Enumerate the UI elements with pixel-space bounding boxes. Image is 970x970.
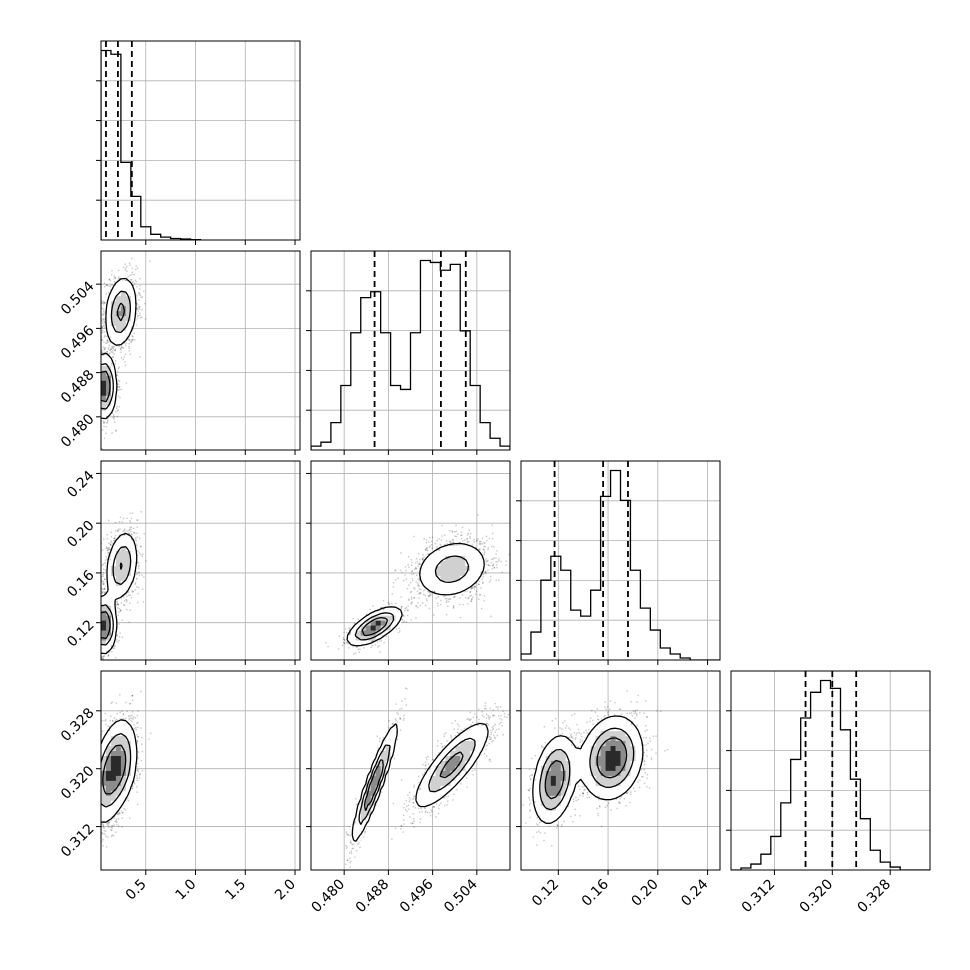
scatter-points xyxy=(101,257,151,450)
histogram-panel-0 xyxy=(96,40,301,245)
scatter-panel-1-3: 0.480 0.488 0.496 0.504 xyxy=(306,670,511,916)
panel-content xyxy=(101,461,300,660)
histogram-0 xyxy=(101,49,202,240)
y-tick-label: 0.328 xyxy=(58,705,98,745)
contour-line xyxy=(101,302,126,403)
histogram-panel-2 xyxy=(516,460,721,665)
contour-line xyxy=(354,555,470,641)
x-tick-label: 0.320 xyxy=(797,876,837,916)
x-tick-label: 0.12 xyxy=(529,876,562,909)
x-tick-label: 1.5 xyxy=(222,876,249,903)
density-contours xyxy=(101,277,137,420)
histogram-panel-3: 0.312 0.320 0.328 xyxy=(726,670,931,916)
density-fill xyxy=(101,280,137,421)
y-tick-label: 0.12 xyxy=(64,617,97,650)
y-tick-label: 0.496 xyxy=(58,323,98,363)
y-tick-label: 0.480 xyxy=(58,411,98,451)
x-tick-label: 0.312 xyxy=(739,876,779,916)
x-tick-label: 0.5 xyxy=(123,876,150,903)
x-tick-label: 0.20 xyxy=(628,876,661,909)
panel-content xyxy=(521,671,720,870)
contour-line xyxy=(358,737,476,825)
contour-line xyxy=(532,715,644,824)
scatter-panel-2-3: 0.12 0.16 0.20 0.24 xyxy=(516,670,721,910)
contour-line xyxy=(544,737,628,800)
density-fill xyxy=(101,720,137,821)
panel-frame xyxy=(100,40,301,241)
histogram-panel-1 xyxy=(306,250,511,455)
y-tick-label: 0.312 xyxy=(58,821,98,861)
contour-line xyxy=(101,719,138,823)
x-tick-label: 1.0 xyxy=(172,876,199,903)
density-contours xyxy=(346,542,485,647)
panel-frame xyxy=(310,250,511,451)
contour-line xyxy=(101,562,123,640)
histogram-1 xyxy=(311,259,510,450)
contour-line xyxy=(351,722,489,842)
panel-content xyxy=(101,251,300,450)
panel-frame xyxy=(730,670,931,871)
x-tick-label: 0.328 xyxy=(855,876,895,916)
contour-line xyxy=(101,290,131,410)
scatter-panel-1-2 xyxy=(306,460,511,665)
panel-frame xyxy=(100,460,301,661)
panel-frame xyxy=(310,670,511,871)
histogram-2 xyxy=(521,469,720,660)
x-tick-label: 2.0 xyxy=(272,876,299,903)
y-tick-label: 0.16 xyxy=(64,567,97,600)
panel-frame xyxy=(100,670,301,871)
panel-frame xyxy=(100,250,301,451)
contour-line xyxy=(539,727,635,811)
density-contours xyxy=(101,719,138,823)
scatter-panel-0-2: 0.12 0.16 0.20 0.24 xyxy=(64,460,301,665)
histogram-3 xyxy=(731,679,930,870)
density-fill xyxy=(345,545,486,646)
x-tick-label: 0.504 xyxy=(441,876,481,916)
x-tick-label: 0.488 xyxy=(353,876,393,916)
x-tick-label: 0.16 xyxy=(579,876,612,909)
contour-line xyxy=(101,532,138,655)
contour-line xyxy=(346,542,485,647)
contour-line xyxy=(361,616,389,637)
panel-content xyxy=(311,461,510,660)
y-tick-label: 0.20 xyxy=(64,518,97,551)
y-tick-label: 0.488 xyxy=(58,367,98,407)
panel-frame xyxy=(310,460,511,661)
contour-line xyxy=(102,744,127,795)
x-tick-label: 0.496 xyxy=(397,876,437,916)
y-tick-label: 0.504 xyxy=(58,278,98,318)
contour-line xyxy=(101,732,132,808)
contour-line xyxy=(363,751,464,812)
panel-frame xyxy=(520,670,721,871)
y-tick-label: 0.320 xyxy=(58,763,98,803)
density-contours xyxy=(532,715,644,824)
density-contours xyxy=(351,722,489,842)
panel-frame xyxy=(520,460,721,661)
density-contours xyxy=(101,532,138,655)
x-tick-label: 0.24 xyxy=(678,876,711,909)
contour-line xyxy=(101,546,132,646)
panel-content xyxy=(311,671,510,870)
contour-line xyxy=(101,277,137,420)
scatter-panel-0-3: 0.5 1.0 1.5 2.0 0.312 0.320 0.328 xyxy=(58,670,301,903)
y-tick-label: 0.24 xyxy=(64,468,97,501)
x-tick-label: 0.480 xyxy=(309,876,349,916)
panel-content xyxy=(101,671,300,870)
